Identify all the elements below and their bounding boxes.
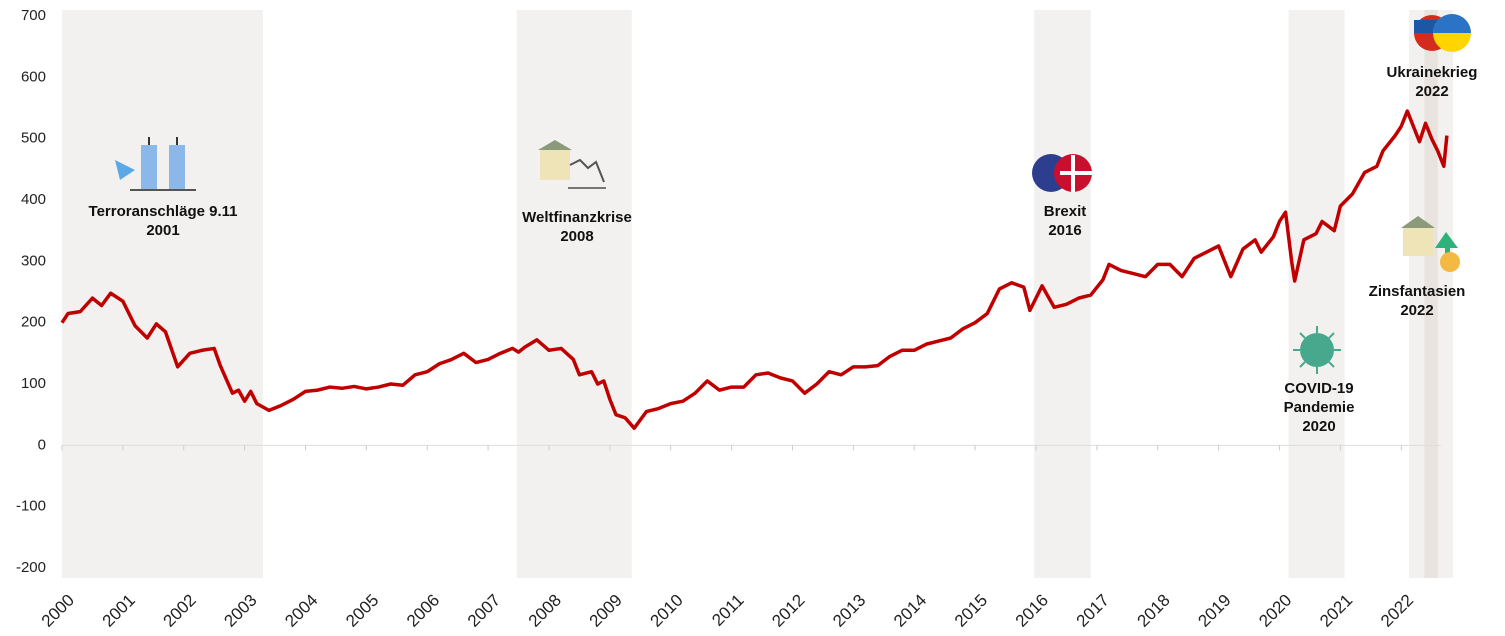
- icon-brexit: [1032, 154, 1092, 192]
- icon-covid: [1293, 326, 1341, 374]
- x-tick-label: 2000: [38, 591, 78, 631]
- annotation: 2008: [560, 228, 593, 245]
- y-tick-label: -200: [16, 559, 46, 576]
- x-tick-label: 2012: [768, 591, 808, 631]
- annotation: Brexit: [1044, 203, 1087, 220]
- x-tick-label: 2015: [951, 591, 991, 631]
- y-tick-label: 100: [21, 375, 46, 392]
- period-band: [516, 10, 632, 578]
- y-tick-label: 0: [38, 436, 46, 453]
- period-band: [1288, 10, 1345, 578]
- y-tick-label: 700: [21, 7, 46, 24]
- x-tick-label: 2022: [1377, 591, 1417, 631]
- x-tick-label: 2009: [586, 591, 626, 631]
- annotation: COVID-19: [1284, 380, 1353, 397]
- x-tick-label: 2016: [1012, 591, 1052, 631]
- x-tick-label: 2003: [220, 591, 260, 631]
- annotation: 2020: [1302, 418, 1335, 435]
- x-tick-label: 2010: [647, 591, 687, 631]
- annotation: 2016: [1048, 222, 1081, 239]
- icon-rates: [1401, 216, 1460, 272]
- y-tick-label: -100: [16, 498, 46, 515]
- icon-finance: [538, 140, 606, 189]
- x-tick-label: 2001: [99, 591, 139, 631]
- y-tick-label: 400: [21, 191, 46, 208]
- y-tick-label: 600: [21, 68, 46, 85]
- x-tick-label: 2004: [281, 591, 321, 631]
- x-tick-label: 2019: [1194, 591, 1234, 631]
- x-tick-label: 2006: [403, 591, 443, 631]
- x-tick-label: 2013: [829, 591, 869, 631]
- annotation: Weltfinanzkrise: [522, 209, 632, 226]
- annotation: 2022: [1400, 302, 1433, 319]
- x-tick-label: 2005: [342, 591, 382, 631]
- x-tick-label: 2018: [1134, 591, 1174, 631]
- period-band: [62, 10, 263, 578]
- icon-terror: [115, 137, 196, 191]
- annotation: Pandemie: [1284, 399, 1355, 416]
- annotation: 2001: [146, 222, 179, 239]
- x-tick-label: 2020: [1255, 591, 1295, 631]
- y-tick-label: 500: [21, 130, 46, 147]
- y-tick-label: 300: [21, 252, 46, 269]
- x-tick-label: 2014: [890, 591, 930, 631]
- shaded-periods: [62, 10, 1453, 578]
- icon-ukraine: [1414, 14, 1471, 52]
- period-band: [1424, 10, 1438, 578]
- y-tick-label: 200: [21, 314, 46, 331]
- x-tick-label: 2008: [525, 591, 565, 631]
- period-band: [1034, 10, 1091, 578]
- x-tick-label: 2021: [1316, 591, 1356, 631]
- x-tick-label: 2011: [708, 591, 747, 630]
- plot: [60, 109, 1449, 430]
- x-tick-label: 2007: [464, 591, 504, 631]
- annotation: Zinsfantasien: [1369, 283, 1466, 300]
- annotation: Ukrainekrieg: [1387, 64, 1478, 81]
- annotation: Terroranschläge 9.11: [89, 203, 238, 220]
- x-tick-label: 2017: [1073, 591, 1113, 631]
- series-line: [60, 109, 1449, 430]
- annotation: 2022: [1415, 83, 1448, 100]
- x-tick-label: 2002: [160, 591, 200, 631]
